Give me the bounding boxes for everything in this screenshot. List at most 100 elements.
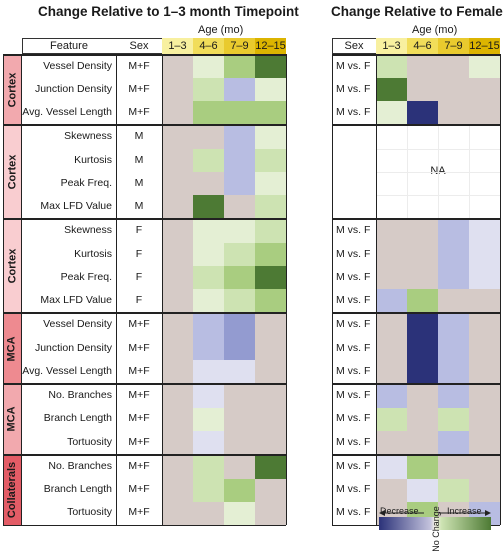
left-title: Change Relative to 1–3 month Timepoint [38,4,299,19]
na-grid-line [469,125,470,219]
heat-cell-right [376,431,407,455]
heat-cell-left [193,431,224,455]
heat-cell-right [407,243,438,267]
heat-cell-right [407,313,438,338]
heat-cell-left [193,172,224,196]
section-divider-right [332,311,500,314]
sex-value: M [134,176,144,189]
na-grid-line [438,125,439,219]
heat-cell-left [255,101,286,125]
heat-cell-left [255,195,286,219]
heat-cell-right [438,125,469,150]
section-divider-right [332,124,500,127]
comparison-label: M vs. F [336,59,371,72]
comparison-label: M vs. F [336,389,371,402]
heat-cell-left [224,243,255,267]
right-outer-border [500,54,501,525]
heat-cell-left [224,431,255,455]
comparison-label: M vs. F [336,82,371,95]
heat-cell-left [162,243,193,267]
heat-cell-left [255,219,286,244]
heat-cell-right [469,455,500,480]
heat-cell-right [376,149,407,173]
legend-decrease-label: Decrease [380,506,419,516]
feature-label: Peak Freq. [60,270,112,283]
heat-cell-left [193,78,224,102]
section-label: Cortex [3,55,21,125]
heat-cell-left [255,501,286,526]
heat-cell-right [438,384,469,409]
heat-cell-left [162,384,193,409]
heat-cell-left [162,78,193,102]
feature-label: Avg. Vessel Length [22,105,112,118]
heat-cell-right [438,289,469,313]
sex-value: M+F [128,389,150,402]
sex-value: M [134,130,144,143]
sex-value: M+F [128,105,150,118]
heat-cell-right [407,455,438,480]
heat-cell-left [193,55,224,79]
heat-cell-left [224,337,255,361]
heat-cell-left [162,101,193,125]
age-header-right: 4–6 [407,38,438,54]
comparison-label: M vs. F [336,318,371,331]
section-divider-left [3,217,286,220]
comparison-label: M vs. F [336,506,371,519]
heat-cell-right [469,360,500,384]
section-divider-left [3,312,286,315]
heat-cell-left [162,501,193,526]
heat-cell-right [407,266,438,290]
feature-label: Max LFD Value [40,293,112,306]
heat-cell-left [193,407,224,432]
sex-value: M [134,199,144,212]
sex-header-right: Sex [344,40,364,52]
sex-value: F [135,270,143,283]
feature-label: Peak Freq. [60,176,112,189]
heat-cell-right [469,101,500,125]
heat-cell-right [376,313,407,338]
feature-label: Junction Density [34,82,112,95]
heat-cell-left [255,266,286,290]
section-divider-left [3,382,286,385]
heat-cell-right [376,125,407,150]
heat-cell-right [438,149,469,173]
sex-value: M [134,153,144,166]
heat-cell-right [407,478,438,503]
heat-cell-left [193,313,224,338]
heat-cell-right [438,266,469,290]
heat-cell-left [193,384,224,409]
sex-value: M+F [128,460,150,473]
heat-cell-right [469,431,500,455]
section-column-border [21,54,22,525]
age-header-left: 4–6 [193,38,224,54]
comparison-label: M vs. F [336,460,371,473]
sex-value: M+F [128,506,150,519]
heat-cell-left [224,407,255,432]
heat-cell-right [407,125,438,150]
sex-value: M+F [128,412,150,425]
section-divider-right [332,382,500,385]
legend-no-change-label: No Change [431,506,442,552]
heat-cell-right [407,337,438,361]
age-header-left: 7–9 [224,38,255,54]
heat-cell-left [255,289,286,313]
feature-label: No. Branches [48,460,112,473]
heat-cell-left [224,478,255,503]
heat-cell-left [193,219,224,244]
heat-cell-right [376,219,407,244]
heat-cell-right [407,172,438,196]
heat-cell-right [438,172,469,196]
comparison-label: M vs. F [336,435,371,448]
heat-cell-left [193,455,224,480]
heat-cell-right [469,266,500,290]
heat-cell-right [407,195,438,219]
heat-cell-left [193,195,224,219]
heat-cell-left [162,313,193,338]
heat-cell-left [255,55,286,79]
section-divider-right [332,312,500,315]
heat-cell-right [376,407,407,432]
heat-cell-left [224,125,255,150]
age-header-right: 12–15 [469,38,500,54]
heat-cell-right [376,55,407,79]
heat-cell-right [438,478,469,503]
